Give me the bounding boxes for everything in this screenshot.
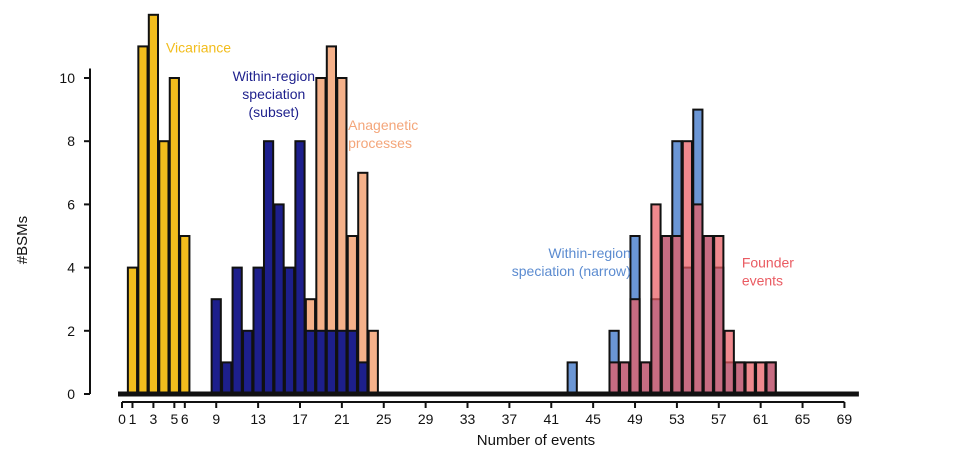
bar-within_subset (336, 329, 348, 395)
x-tick-label: 45 (585, 411, 601, 427)
y-tick-label: 0 (67, 386, 75, 402)
annotation-vicariance: Vicariance (166, 40, 231, 56)
annotation-line: Vicariance (166, 40, 231, 56)
bar-within_narrow (566, 361, 578, 395)
annotation-line: Within-region (548, 245, 630, 261)
x-tick-label: 41 (543, 411, 559, 427)
annotation-line: Anagenetic (348, 117, 418, 133)
bar-founder (608, 361, 620, 395)
x-axis: 0 1 3 5 6 9 13 17 21 25 29 33 37 41 45 49 53 57 61 65 69 (118, 401, 853, 427)
x-tick-label: 33 (460, 411, 476, 427)
bar-anagenetic (367, 329, 379, 395)
bar-within_subset (304, 329, 317, 395)
y-axis: 0 2 4 6 8 10 (59, 68, 91, 402)
bar-founder (671, 235, 683, 395)
bar-vicariance (137, 45, 149, 396)
x-tick-label: 3 (150, 411, 158, 427)
bar-within_subset (210, 298, 222, 396)
x-tick-label: 0 (118, 411, 126, 427)
x-tick-label: 21 (334, 411, 350, 427)
annotation-line: (subset) (249, 104, 300, 120)
bar-founder (650, 203, 662, 395)
bar-vicariance (168, 77, 180, 395)
bar-within_subset (315, 329, 327, 395)
bar-vicariance (158, 140, 170, 395)
annotation-within_narrow: Within-region speciation (narrow) (512, 245, 631, 279)
bar-within_subset (231, 266, 243, 396)
bar-within_subset (273, 203, 285, 395)
bar-founder (692, 203, 704, 395)
x-tick-label: 69 (837, 411, 853, 427)
bar-within_subset (242, 329, 254, 395)
x-axis-label: Number of events (477, 432, 595, 449)
x-tick-label: 37 (502, 411, 518, 427)
bar-founder (681, 140, 693, 395)
x-tick-label: 25 (376, 411, 392, 427)
bar-founder (660, 235, 673, 395)
bar-within_subset (357, 361, 369, 395)
bar-founder (702, 235, 714, 395)
bar-within_subset (262, 140, 275, 395)
annotation-line: Founder (742, 255, 794, 271)
x-tick-label: 13 (250, 411, 266, 427)
x-tick-label: 65 (795, 411, 811, 427)
y-axis-label: #BSMs (14, 216, 31, 264)
bar-founder (618, 361, 631, 395)
annotation-line: speciation (242, 86, 305, 102)
bar-founder (744, 361, 756, 395)
annotation-line: processes (348, 135, 412, 151)
bars-layer (126, 13, 777, 396)
bar-founder (713, 235, 725, 395)
bar-founder (723, 329, 735, 395)
bar-founder (639, 361, 652, 395)
bar-founder (765, 361, 777, 395)
x-tick-label: 29 (418, 411, 434, 427)
y-tick-label: 8 (67, 133, 75, 149)
bar-vicariance (179, 235, 191, 395)
x-tick-label: 9 (212, 411, 220, 427)
bar-founder (734, 361, 746, 395)
x-tick-label: 6 (181, 411, 189, 427)
bar-within_subset (325, 329, 337, 395)
annotation-founder: Founder events (742, 255, 794, 289)
annotation-line: speciation (narrow) (512, 263, 631, 279)
x-tick-label: 17 (292, 411, 308, 427)
bar-within_subset (294, 140, 306, 395)
y-tick-label: 10 (59, 70, 75, 86)
x-tick-label: 49 (627, 411, 643, 427)
annotation-anagenetic: Anagenetic processes (348, 117, 418, 151)
bar-anagenetic (357, 171, 369, 395)
y-tick-label: 6 (67, 196, 75, 212)
bar-within_subset (252, 266, 264, 396)
bar-within_subset (283, 266, 296, 396)
annotation-within_subset: Within-region speciation (subset) (233, 68, 315, 120)
bar-within_subset (221, 361, 233, 395)
bar-within_subset (346, 329, 358, 395)
bar-vicariance (147, 13, 160, 396)
bar-vicariance (126, 266, 139, 396)
annotation-line: events (742, 273, 783, 289)
bar-founder (629, 298, 641, 396)
x-tick-label: 61 (753, 411, 769, 427)
x-tick-label: 5 (170, 411, 178, 427)
x-tick-label: 53 (669, 411, 685, 427)
y-tick-label: 2 (67, 323, 75, 339)
y-tick-label: 4 (67, 260, 75, 276)
bar-founder (755, 361, 767, 395)
x-tick-label: 57 (711, 411, 727, 427)
x-tick-label: 1 (129, 411, 137, 427)
annotation-line: Within-region (233, 68, 315, 84)
